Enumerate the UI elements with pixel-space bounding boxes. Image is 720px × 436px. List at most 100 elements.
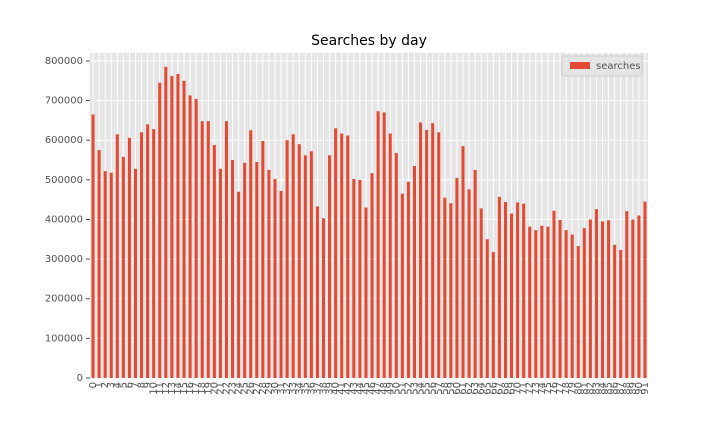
bar xyxy=(400,193,404,378)
bar xyxy=(140,132,144,378)
bar xyxy=(449,203,453,378)
x-tick-label: 73 xyxy=(531,382,542,395)
bar xyxy=(164,66,168,378)
bar xyxy=(194,98,198,378)
x-tick-label: 13 xyxy=(167,382,178,395)
x-tick-label: 78 xyxy=(561,382,572,395)
bar xyxy=(491,251,495,378)
bar xyxy=(461,146,465,378)
x-tick-label: 63 xyxy=(470,382,481,395)
bar xyxy=(455,177,459,378)
x-tick-label: 88 xyxy=(622,382,633,395)
y-tick-label: 600000 xyxy=(45,135,83,146)
bar xyxy=(600,221,605,378)
bar xyxy=(613,244,617,378)
y-tick-label: 400000 xyxy=(45,214,83,225)
y-tick-label: 100000 xyxy=(45,333,83,344)
x-tick-label: 21 xyxy=(215,382,226,395)
x-tick-label: 84 xyxy=(598,382,609,395)
bar xyxy=(582,228,586,378)
x-tick-label: 3 xyxy=(106,382,117,388)
bar xyxy=(146,124,150,378)
bar xyxy=(516,202,520,378)
x-tick-label: 47 xyxy=(373,382,384,395)
bar xyxy=(279,190,283,378)
x-tick-label: 77 xyxy=(555,382,566,395)
bar xyxy=(285,140,289,378)
bar xyxy=(528,226,532,378)
bar xyxy=(249,130,253,378)
plot-area xyxy=(90,53,648,378)
bar xyxy=(340,133,344,378)
x-tick-label: 53 xyxy=(409,382,420,395)
x-tick-label: 0 xyxy=(88,382,99,388)
x-tick-label: 12 xyxy=(161,382,172,395)
x-tick-label: 40 xyxy=(331,382,342,395)
x-tick-label: 43 xyxy=(349,382,360,395)
x-tick-label: 7 xyxy=(130,382,141,388)
bar xyxy=(479,208,483,378)
bar xyxy=(206,121,210,379)
bar xyxy=(534,230,538,378)
bar xyxy=(425,129,429,378)
bar xyxy=(503,202,507,378)
bar xyxy=(564,230,568,378)
x-tick-label: 22 xyxy=(221,382,232,395)
bar xyxy=(121,156,125,378)
x-tick-label: 28 xyxy=(258,382,269,395)
x-tick-label: 56 xyxy=(428,382,439,395)
x-tick-label: 16 xyxy=(185,382,196,395)
x-tick-label: 67 xyxy=(494,382,505,395)
bar xyxy=(546,226,550,378)
x-tick-label: 61 xyxy=(458,382,469,395)
bar xyxy=(212,144,216,378)
bar xyxy=(637,215,641,378)
bar xyxy=(97,150,101,378)
bar xyxy=(188,95,192,378)
bar xyxy=(109,172,113,378)
x-tick-label: 52 xyxy=(403,382,414,395)
bar xyxy=(200,121,204,379)
bar xyxy=(255,161,259,378)
bar xyxy=(158,82,162,378)
bar xyxy=(328,155,332,378)
bar xyxy=(133,168,138,378)
bar xyxy=(261,140,265,378)
x-tick-label: 79 xyxy=(567,382,578,395)
x-tick-label: 4 xyxy=(112,382,123,388)
x-tick-label: 64 xyxy=(476,382,487,395)
bar xyxy=(273,179,277,378)
bar xyxy=(224,121,228,379)
x-tick-label: 59 xyxy=(446,382,457,395)
x-tick-label: 74 xyxy=(537,382,548,395)
x-tick-label: 46 xyxy=(367,382,378,395)
x-tick-label: 1 xyxy=(94,382,105,388)
x-tick-label: 62 xyxy=(464,382,475,395)
x-tick-label: 24 xyxy=(234,382,245,395)
x-tick-label: 72 xyxy=(525,382,536,395)
x-tick-label: 85 xyxy=(604,382,615,395)
bar xyxy=(291,134,295,378)
bar xyxy=(631,219,635,378)
x-tick-label: 32 xyxy=(282,382,293,395)
bar xyxy=(419,122,423,378)
x-tick-label: 44 xyxy=(355,382,366,395)
bar xyxy=(619,249,623,378)
x-tick-label: 33 xyxy=(288,382,299,395)
bar xyxy=(437,132,441,378)
bar xyxy=(510,213,514,378)
bar xyxy=(103,171,107,378)
x-tick-label: 89 xyxy=(628,382,639,395)
x-tick-label: 11 xyxy=(155,382,166,395)
x-tick-label: 58 xyxy=(440,382,451,395)
x-tick-label: 27 xyxy=(252,382,263,395)
x-tick-label: 5 xyxy=(118,382,129,388)
x-tick-label: 34 xyxy=(294,382,305,395)
bar xyxy=(358,179,362,378)
x-tick-label: 83 xyxy=(591,382,602,395)
x-tick-label: 68 xyxy=(500,382,511,395)
bar xyxy=(412,165,417,378)
x-tick-label: 23 xyxy=(228,382,239,395)
x-tick-label: 57 xyxy=(434,382,445,395)
bar xyxy=(382,112,386,378)
